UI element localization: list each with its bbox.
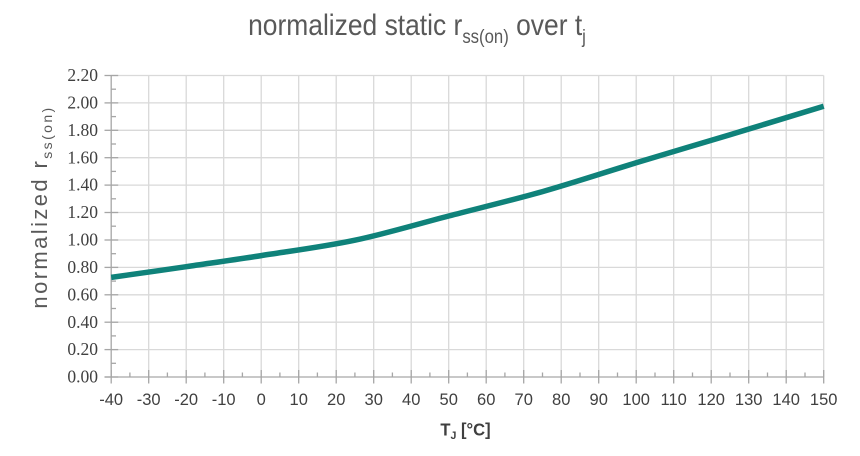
svg-text:0.00: 0.00 (67, 367, 98, 387)
svg-text:20: 20 (327, 391, 345, 409)
svg-text:150: 150 (810, 391, 838, 409)
svg-text:TJ [°C]: TJ [°C] (440, 419, 490, 442)
svg-text:0.80: 0.80 (67, 257, 98, 277)
svg-text:2.00: 2.00 (67, 93, 98, 113)
svg-text:0.40: 0.40 (67, 312, 98, 332)
svg-text:60: 60 (477, 391, 495, 409)
svg-text:110: 110 (661, 391, 687, 409)
svg-text:2.20: 2.20 (67, 65, 98, 85)
svg-text:120: 120 (697, 391, 725, 409)
svg-text:1.40: 1.40 (67, 175, 98, 195)
svg-text:90: 90 (590, 391, 608, 409)
svg-text:0: 0 (257, 391, 266, 409)
svg-text:130: 130 (735, 391, 763, 409)
svg-text:1.60: 1.60 (67, 147, 98, 167)
svg-text:0.20: 0.20 (67, 339, 98, 359)
svg-text:1.00: 1.00 (67, 230, 98, 250)
svg-text:50: 50 (440, 391, 458, 409)
svg-text:30: 30 (365, 391, 383, 409)
svg-text:-30: -30 (137, 391, 161, 409)
svg-text:-10: -10 (212, 391, 236, 409)
svg-text:140: 140 (772, 391, 800, 409)
svg-text:70: 70 (515, 391, 533, 409)
svg-text:100: 100 (622, 391, 650, 409)
svg-text:-40: -40 (99, 391, 123, 409)
svg-text:40: 40 (402, 391, 420, 409)
svg-text:80: 80 (552, 391, 570, 409)
svg-text:10: 10 (290, 391, 308, 409)
svg-text:1.20: 1.20 (67, 202, 98, 222)
svg-text:1.80: 1.80 (67, 120, 98, 140)
svg-text:0.60: 0.60 (67, 284, 98, 304)
svg-text:-20: -20 (174, 391, 198, 409)
